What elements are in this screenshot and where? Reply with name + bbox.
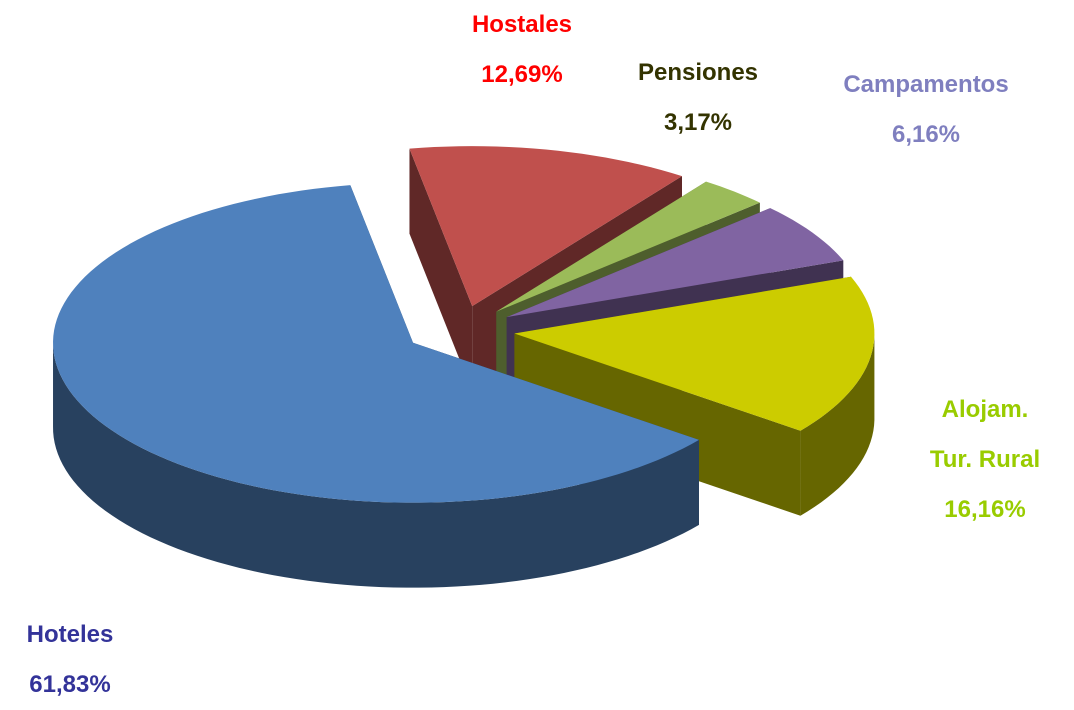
label-name: Hoteles (26, 621, 114, 648)
label-name: Pensiones (637, 59, 759, 86)
label-value: 6,16% (891, 121, 961, 148)
slice-wall (409, 148, 473, 392)
slice-top (496, 181, 760, 312)
slice-top (53, 185, 700, 503)
slice-label: Pensiones 3,17% (598, 48, 798, 148)
slice-label: Hoteles 61,83% (0, 610, 170, 710)
label-name: Campamentos (843, 71, 1009, 98)
slice-label: Campamentos 6,16% (816, 60, 1036, 160)
label-value: 3,17% (663, 109, 733, 136)
label-value: 16,16% (944, 496, 1026, 523)
slice-wall (514, 333, 801, 516)
slice-side (800, 335, 875, 516)
pie-slice (514, 276, 875, 516)
label-value: 12,69% (481, 61, 563, 88)
label-name: Hostales (471, 11, 573, 38)
slice-side (53, 341, 700, 588)
slice-top (409, 146, 682, 307)
pie-slice (53, 185, 700, 588)
label-name: Alojam. Tur. Rural (929, 396, 1041, 473)
slice-label: Hostales 12,69% (422, 0, 622, 100)
slice-top (514, 276, 875, 431)
label-value: 61,83% (29, 671, 111, 698)
slice-top (506, 208, 844, 318)
slice-label: Alojam. Tur. Rural 16,16% (900, 385, 1070, 535)
